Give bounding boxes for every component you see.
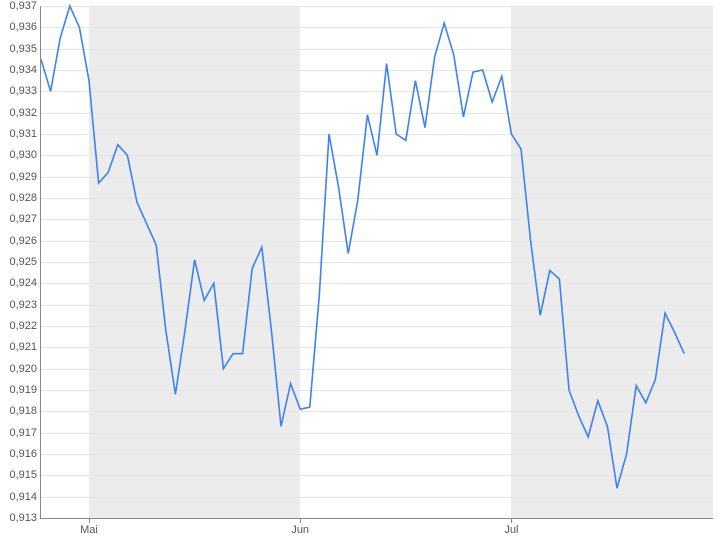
y-tick-label: 0,935	[9, 43, 41, 55]
line-chart: 0,913 0,914 0,915 0,916 0,917 0,918 0,919 0,920…	[0, 0, 720, 540]
y-tick-label: 0,933	[9, 85, 41, 97]
y-tick-label: 0,934	[9, 64, 41, 76]
x-tick-label: Mai	[80, 518, 98, 536]
y-tick-label: 0,926	[9, 235, 41, 247]
y-tick-label: 0,936	[9, 21, 41, 33]
series-line	[41, 6, 684, 488]
y-tick-label: 0,929	[9, 171, 41, 183]
y-tick-label: 0,927	[9, 213, 41, 225]
y-tick-label: 0,932	[9, 107, 41, 119]
y-tick-label: 0,931	[9, 128, 41, 140]
y-tick-label: 0,924	[9, 277, 41, 289]
y-tick-label: 0,928	[9, 192, 41, 204]
y-tick-label: 0,925	[9, 256, 41, 268]
y-tick-label: 0,923	[9, 299, 41, 311]
y-tick-label: 0,921	[9, 341, 41, 353]
x-tick-label: Jul	[504, 518, 518, 536]
plot-area: 0,9130,9140,9150,9160,9170,9180,9190,920…	[40, 6, 713, 519]
y-tick-label: 0,919	[9, 384, 41, 396]
y-tick-label: 0,922	[9, 320, 41, 332]
y-tick-label: 0,930	[9, 149, 41, 161]
series-layer	[41, 6, 713, 518]
y-tick-label: 0,913	[9, 512, 41, 524]
y-tick-label: 0,916	[9, 448, 41, 460]
x-tick-label: Jun	[291, 518, 309, 536]
y-tick-label: 0,920	[9, 363, 41, 375]
y-tick-label: 0,914	[9, 491, 41, 503]
y-tick-label: 0,918	[9, 405, 41, 417]
y-tick-label: 0,915	[9, 469, 41, 481]
y-tick-label: 0,917	[9, 427, 41, 439]
y-tick-label: 0,937	[9, 0, 41, 12]
